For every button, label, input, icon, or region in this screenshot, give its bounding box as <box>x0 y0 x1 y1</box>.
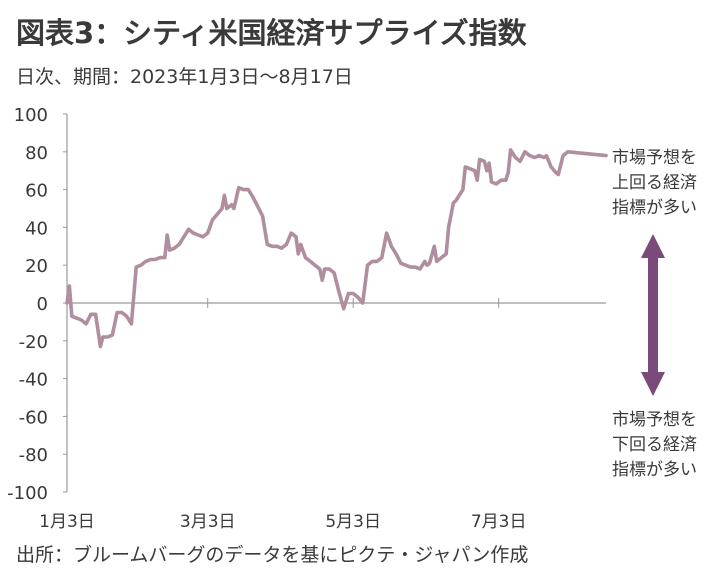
annotation-lower: 市場予想を 下回る経済 指標が多い <box>612 408 721 483</box>
y-tick-label: -60 <box>19 407 48 428</box>
arrow-up-head <box>641 234 665 258</box>
annotation-upper-line-2: 上回る経済 <box>612 173 697 193</box>
y-tick-label: 80 <box>25 143 48 164</box>
y-tick-label: -20 <box>19 332 48 353</box>
x-tick-label: 1月3日 <box>39 512 95 532</box>
y-tick-label: 60 <box>25 181 48 202</box>
chart-subtitle: 日次、期間：2023年1月3日～8月17日 <box>16 66 353 88</box>
y-tick-label: 20 <box>25 256 48 277</box>
y-tick-label: 100 <box>14 105 48 126</box>
arrow-shaft <box>648 256 658 374</box>
x-tick-label: 5月3日 <box>325 512 381 532</box>
y-tick-label: -40 <box>19 370 48 391</box>
annotation-upper-line-1: 市場予想を <box>612 148 697 168</box>
arrow-down-head <box>641 372 665 396</box>
x-tick-label: 3月3日 <box>180 512 236 532</box>
annotation-upper: 市場予想を 上回る経済 指標が多い <box>612 146 721 221</box>
y-tick-label: -80 <box>19 445 48 466</box>
double-arrow-icon <box>641 234 665 396</box>
annotation-lower-line-1: 市場予想を <box>612 410 697 430</box>
chart-title: 図表3：シティ米国経済サプライズ指数 <box>16 16 527 50</box>
annotation-lower-line-2: 下回る経済 <box>612 435 697 455</box>
y-tick-label: 40 <box>25 218 48 239</box>
series-line-0 <box>65 148 608 349</box>
x-tick-label: 7月3日 <box>471 512 527 532</box>
annotation-upper-line-3: 指標が多い <box>612 198 697 218</box>
y-tick-label: 0 <box>37 294 48 315</box>
chart-source: 出所：ブルームバーグのデータを基にピクテ・ジャパン作成 <box>16 544 529 566</box>
annotation-lower-line-3: 指標が多い <box>612 460 697 480</box>
y-tick-label: -100 <box>7 483 48 504</box>
